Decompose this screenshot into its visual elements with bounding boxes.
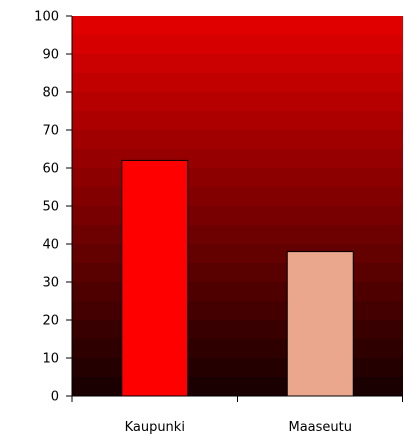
x-category-label: Maaseutu	[289, 420, 353, 435]
background-band	[72, 130, 403, 150]
y-tick-label: 60	[42, 162, 59, 177]
background-band	[72, 54, 403, 74]
y-tick-label: 70	[42, 124, 59, 139]
background-band	[72, 16, 403, 36]
background-band	[72, 35, 403, 55]
y-tick-label: 80	[42, 86, 59, 101]
y-tick-label: 40	[42, 238, 59, 253]
y-tick-label: 30	[42, 276, 59, 291]
bar-maaseutu	[286, 251, 354, 397]
y-tick-label: 10	[42, 352, 59, 367]
x-axis-labels: Kaupunki Maaseutu	[125, 420, 352, 435]
y-tick-label: 90	[42, 48, 59, 63]
y-axis-ticks: 0 10 20 30 40 50 60 70 80 90 100	[34, 10, 72, 405]
y-tick-label: 20	[42, 314, 59, 329]
background-band	[72, 111, 403, 131]
bar-kaupunki	[121, 159, 189, 397]
background-band	[72, 92, 403, 112]
y-tick-label: 0	[51, 390, 59, 405]
y-tick-label: 100	[34, 10, 59, 25]
x-category-label: Kaupunki	[125, 420, 185, 435]
background-band	[72, 73, 403, 93]
bars-group	[121, 159, 354, 397]
y-tick-label: 50	[42, 200, 59, 215]
